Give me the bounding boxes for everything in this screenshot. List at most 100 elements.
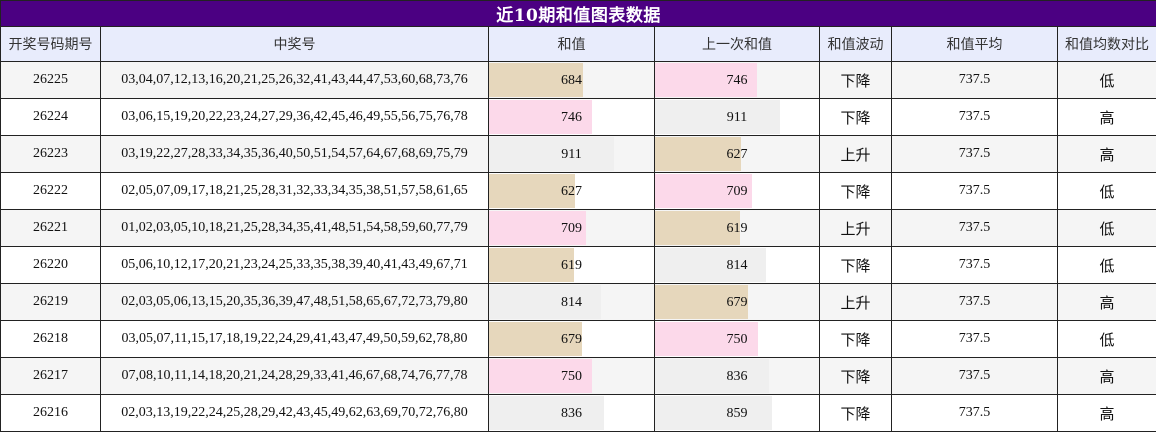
average-cell: 737.5 — [891, 246, 1058, 284]
issue-cell: 26223 — [0, 135, 101, 173]
compare-cell: 高 — [1056, 283, 1156, 321]
sum-cell-bar — [489, 396, 604, 430]
prev-sum-cell: 814 — [654, 246, 820, 284]
prev-sum-cell: 619 — [654, 209, 820, 247]
table-title: 近10期和值图表数据 — [0, 0, 1156, 27]
issue-cell: 26222 — [0, 172, 101, 210]
sum-cell: 911 — [488, 135, 655, 173]
prev-sum-cell: 750 — [654, 320, 820, 358]
compare-cell: 低 — [1056, 61, 1156, 99]
numbers-cell: 05,06,10,12,17,20,21,23,24,25,33,35,38,3… — [100, 246, 489, 284]
prev-sum-cell-bar — [655, 322, 758, 356]
table-row: 26225 03,04,07,12,13,16,20,21,25,26,32,41… — [0, 61, 1156, 99]
prev-sum-cell-bar — [655, 285, 748, 319]
issue-cell: 26218 — [0, 320, 101, 358]
numbers-cell: 07,08,10,11,14,18,20,21,24,28,29,33,41,4… — [100, 357, 489, 395]
numbers-cell: 03,19,22,27,28,33,34,35,36,40,50,51,54,5… — [100, 135, 489, 173]
average-cell: 737.5 — [891, 357, 1058, 395]
average-cell: 737.5 — [891, 394, 1058, 432]
issue-cell: 26224 — [0, 98, 101, 136]
sum-cell-value: 709 — [561, 220, 582, 236]
sum-cell-value: 679 — [561, 331, 582, 347]
issue-cell: 26220 — [0, 246, 101, 284]
sum-cell: 836 — [488, 394, 655, 432]
sum-cell-value: 836 — [561, 405, 582, 421]
header-issue: 开奖号码期号 — [0, 26, 101, 62]
sum-cell-value: 814 — [561, 294, 582, 310]
table-row: 26222 02,05,07,09,17,18,21,25,28,31,32,33… — [0, 172, 1156, 210]
numbers-cell: 02,03,05,06,13,15,20,35,36,39,47,48,51,5… — [100, 283, 489, 321]
sum-cell: 709 — [488, 209, 655, 247]
trend-cell: 下降 — [819, 172, 892, 210]
prev-sum-cell-value: 911 — [726, 109, 748, 125]
prev-sum-cell: 627 — [654, 135, 820, 173]
issue-cell: 26216 — [0, 394, 101, 432]
prev-sum-cell: 679 — [654, 283, 820, 321]
prev-sum-cell-value: 627 — [726, 146, 748, 162]
average-cell: 737.5 — [891, 172, 1058, 210]
sum-cell-bar — [489, 248, 575, 282]
prev-sum-cell-bar — [655, 359, 770, 393]
compare-cell: 高 — [1056, 135, 1156, 173]
sum-cell-bar — [489, 100, 592, 134]
trend-cell: 上升 — [819, 135, 892, 173]
prev-sum-cell-bar — [655, 248, 767, 282]
sum-cell-bar — [489, 63, 584, 97]
table-row: 26216 02,03,13,19,22,24,25,28,29,42,43,45… — [0, 394, 1156, 432]
prev-sum-cell-value: 836 — [726, 368, 748, 384]
sum-cell: 750 — [488, 357, 655, 395]
compare-cell: 低 — [1056, 246, 1156, 284]
prev-sum-cell: 911 — [654, 98, 820, 136]
issue-cell: 26217 — [0, 357, 101, 395]
average-cell: 737.5 — [891, 283, 1058, 321]
sum-cell: 627 — [488, 172, 655, 210]
issue-cell: 26225 — [0, 61, 101, 99]
sum-cell-value: 619 — [561, 257, 582, 273]
numbers-cell: 03,04,07,12,13,16,20,21,25,26,32,41,43,4… — [100, 61, 489, 99]
sum-cell-bar — [489, 322, 583, 356]
trend-cell: 下降 — [819, 98, 892, 136]
prev-sum-cell-bar — [655, 63, 757, 97]
average-cell: 737.5 — [891, 61, 1058, 99]
sum-cell: 679 — [488, 320, 655, 358]
numbers-cell: 03,05,07,11,15,17,18,19,22,24,29,41,43,4… — [100, 320, 489, 358]
prev-sum-cell: 709 — [654, 172, 820, 210]
prev-sum-cell-value: 679 — [726, 294, 748, 310]
table-row: 26219 02,03,05,06,13,15,20,35,36,39,47,48… — [0, 283, 1156, 321]
header-compare: 和值均数对比 — [1056, 26, 1156, 62]
sum-cell-value: 911 — [561, 146, 582, 162]
sum-cell-bar — [489, 285, 601, 319]
average-cell: 737.5 — [891, 98, 1058, 136]
compare-cell: 高 — [1056, 98, 1156, 136]
prev-sum-cell-value: 746 — [726, 72, 748, 88]
compare-cell: 高 — [1056, 394, 1156, 432]
average-cell: 737.5 — [891, 209, 1058, 247]
trend-cell: 下降 — [819, 320, 892, 358]
header-numbers: 中奖号 — [100, 26, 489, 62]
prev-sum-cell: 836 — [654, 357, 820, 395]
prev-sum-cell-value: 859 — [726, 405, 748, 421]
sum-cell-bar — [489, 211, 587, 245]
compare-cell: 低 — [1056, 209, 1156, 247]
trend-cell: 上升 — [819, 209, 892, 247]
sum-cell-bar — [489, 137, 615, 171]
trend-cell: 下降 — [819, 61, 892, 99]
sum-cell: 619 — [488, 246, 655, 284]
issue-cell: 26221 — [0, 209, 101, 247]
header-prev-sum: 上一次和值 — [654, 26, 820, 62]
sum-cell-bar — [489, 174, 576, 208]
prev-sum-cell: 746 — [654, 61, 820, 99]
compare-cell: 高 — [1056, 357, 1156, 395]
prev-sum-cell-value: 709 — [726, 183, 748, 199]
header-trend: 和值波动 — [819, 26, 892, 62]
sum-cell-value: 684 — [561, 72, 582, 88]
prev-sum-cell-bar — [655, 396, 773, 430]
numbers-cell: 02,03,13,19,22,24,25,28,29,42,43,45,49,6… — [100, 394, 489, 432]
header-sum: 和值 — [488, 26, 655, 62]
table-row: 26217 07,08,10,11,14,18,20,21,24,28,29,33… — [0, 357, 1156, 395]
table-row: 26224 03,06,15,19,20,22,23,24,27,29,36,42… — [0, 98, 1156, 136]
trend-cell: 下降 — [819, 246, 892, 284]
compare-cell: 低 — [1056, 172, 1156, 210]
table-row: 26221 01,02,03,05,10,18,21,25,28,34,35,41… — [0, 209, 1156, 247]
